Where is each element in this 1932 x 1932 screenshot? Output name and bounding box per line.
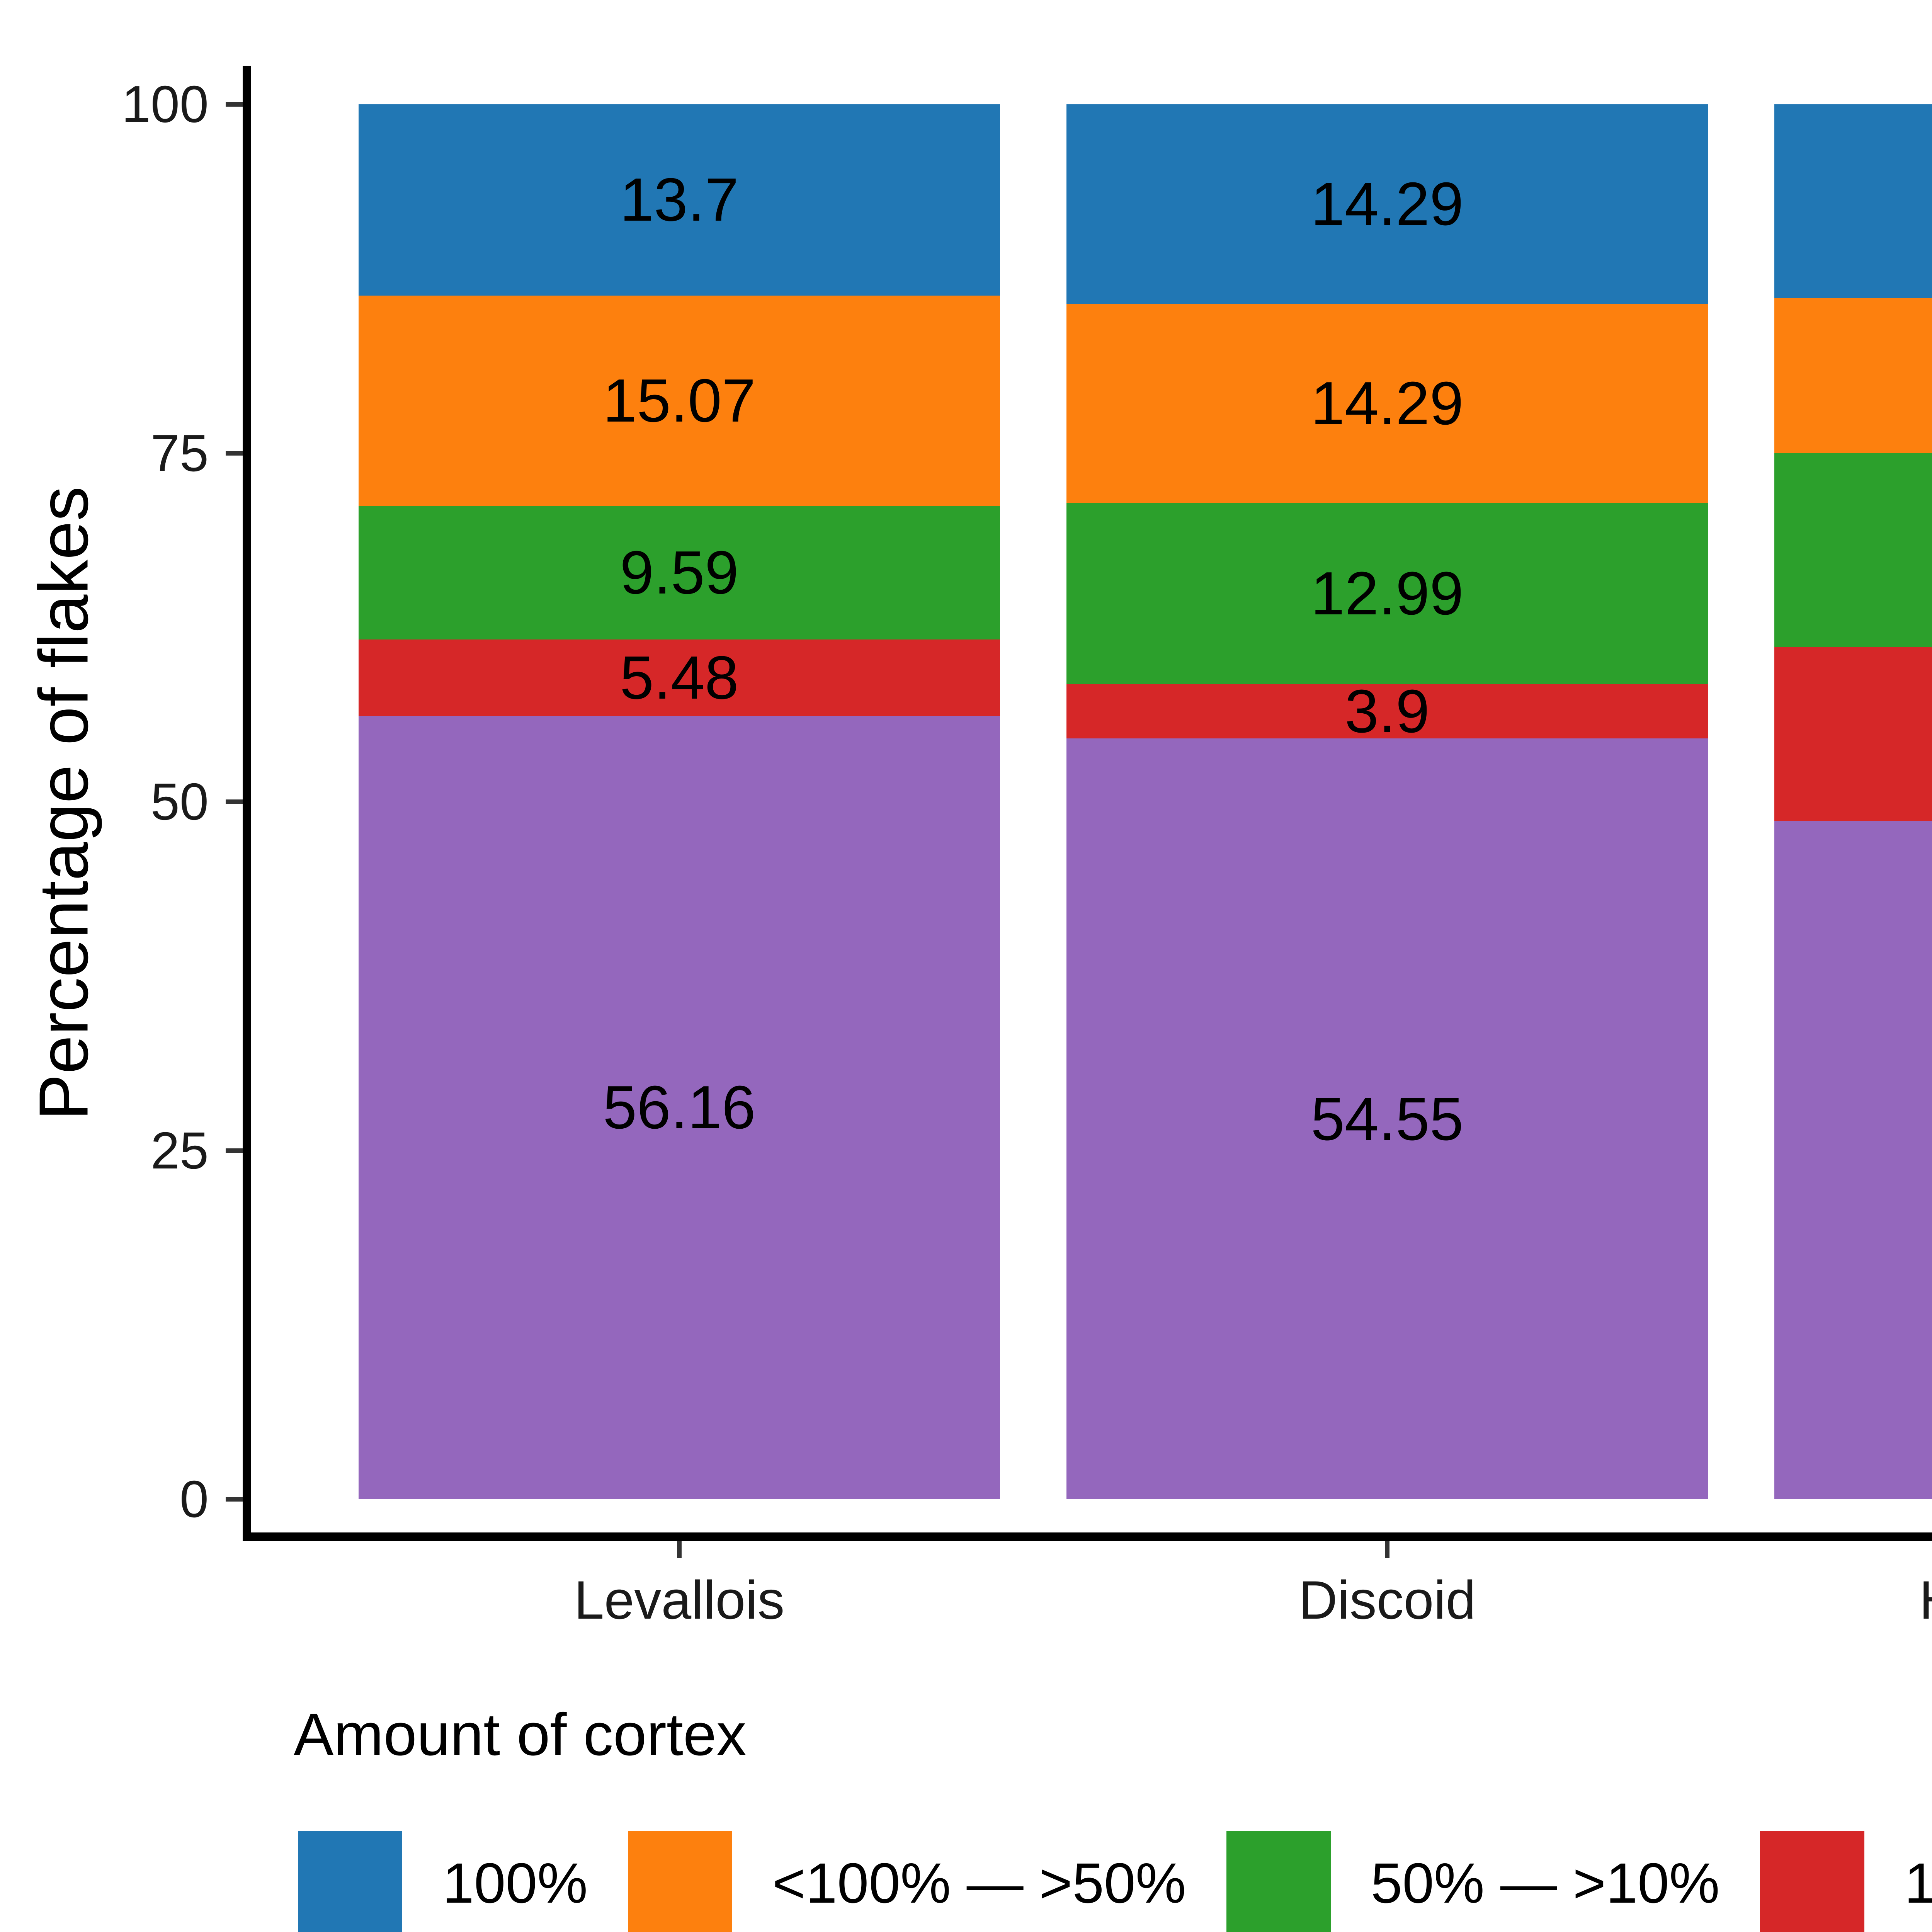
- bar-segment: 9.59: [359, 505, 1000, 639]
- bar-segment: 11.11: [1774, 298, 1932, 453]
- x-tick: [677, 1541, 682, 1558]
- legend-key-swatch: [298, 1831, 402, 1932]
- bar-value-label: 13.7: [620, 166, 739, 234]
- bar-segment: 12.5: [1774, 646, 1932, 821]
- legend-label: <100% — >50%: [772, 1851, 1186, 1915]
- bar-value-label: 14.29: [1311, 170, 1464, 238]
- legend-item: 10% — >0%: [1760, 1831, 1932, 1932]
- bar-segment: 56.16: [359, 716, 1000, 1499]
- bar-segment: 13.7: [359, 104, 1000, 296]
- legend: 100%<100% — >50%50% — >10%10% — >0%0%: [298, 1831, 1932, 1932]
- bar-segment: 15.07: [359, 295, 1000, 506]
- bar-value-label: 54.55: [1311, 1085, 1464, 1153]
- bar-segment: 14.29: [1066, 104, 1708, 304]
- x-tick-label: Hierar. Discoid: [1747, 1569, 1932, 1631]
- y-axis-line: [243, 66, 251, 1541]
- bar-value-label: 14.29: [1311, 369, 1464, 437]
- legend-label: 50% — >10%: [1371, 1851, 1720, 1915]
- bar-levallois: 13.7 15.07 9.59 5.48 56.16: [359, 104, 1000, 1499]
- legend-item: 50% — >10%: [1226, 1831, 1720, 1932]
- legend-key-swatch: [628, 1831, 732, 1932]
- y-tick: [226, 1497, 243, 1502]
- y-tick-label: 25: [150, 1121, 209, 1180]
- x-tick: [1385, 1541, 1389, 1558]
- bar-segment: 12.99: [1066, 503, 1708, 684]
- bar-value-label: 9.59: [620, 538, 739, 607]
- y-tick-label: 0: [179, 1470, 209, 1528]
- bar-discoid: 14.29 14.29 12.99 3.9 54.55: [1066, 104, 1708, 1499]
- legend-title: Amount of cortex: [294, 1701, 747, 1768]
- legend-item: 100%: [298, 1831, 588, 1932]
- y-tick: [226, 1148, 243, 1153]
- y-tick-label: 50: [150, 772, 209, 831]
- bar-segment: 14.29: [1066, 303, 1708, 503]
- bar-segment: 3.9: [1066, 681, 1708, 742]
- y-tick: [226, 451, 243, 456]
- x-axis-line: [243, 1532, 1932, 1541]
- bar-segment: 13.89: [1774, 453, 1932, 647]
- legend-key-swatch: [1226, 1831, 1331, 1932]
- y-tick: [226, 799, 243, 804]
- bar-hierar-discoid: 13.8911.1113.8912.548.61: [1774, 104, 1932, 1499]
- y-tick-label: 75: [150, 423, 209, 482]
- bar-segment: 54.55: [1066, 738, 1708, 1499]
- x-tick-label: Levallois: [574, 1570, 785, 1630]
- bar-value-label: 5.48: [620, 643, 739, 712]
- bar-value-label: 3.9: [1345, 677, 1430, 745]
- legend-item: <100% — >50%: [628, 1831, 1186, 1932]
- y-tick: [226, 102, 243, 107]
- bar-value-label: 15.07: [603, 366, 756, 435]
- legend-label: 100%: [442, 1851, 588, 1915]
- x-tick-label: Discoid: [1298, 1570, 1476, 1630]
- bar-value-label: 12.99: [1311, 559, 1464, 628]
- bar-segment: 13.89: [1774, 104, 1932, 298]
- bar-segment: 48.61: [1774, 821, 1932, 1499]
- bar-value-label: 56.16: [603, 1073, 756, 1142]
- legend-key-swatch: [1760, 1831, 1864, 1932]
- legend-label: 10% — >0%: [1904, 1851, 1932, 1915]
- y-tick-label: 100: [121, 75, 209, 133]
- bar-segment: 5.48: [359, 639, 1000, 716]
